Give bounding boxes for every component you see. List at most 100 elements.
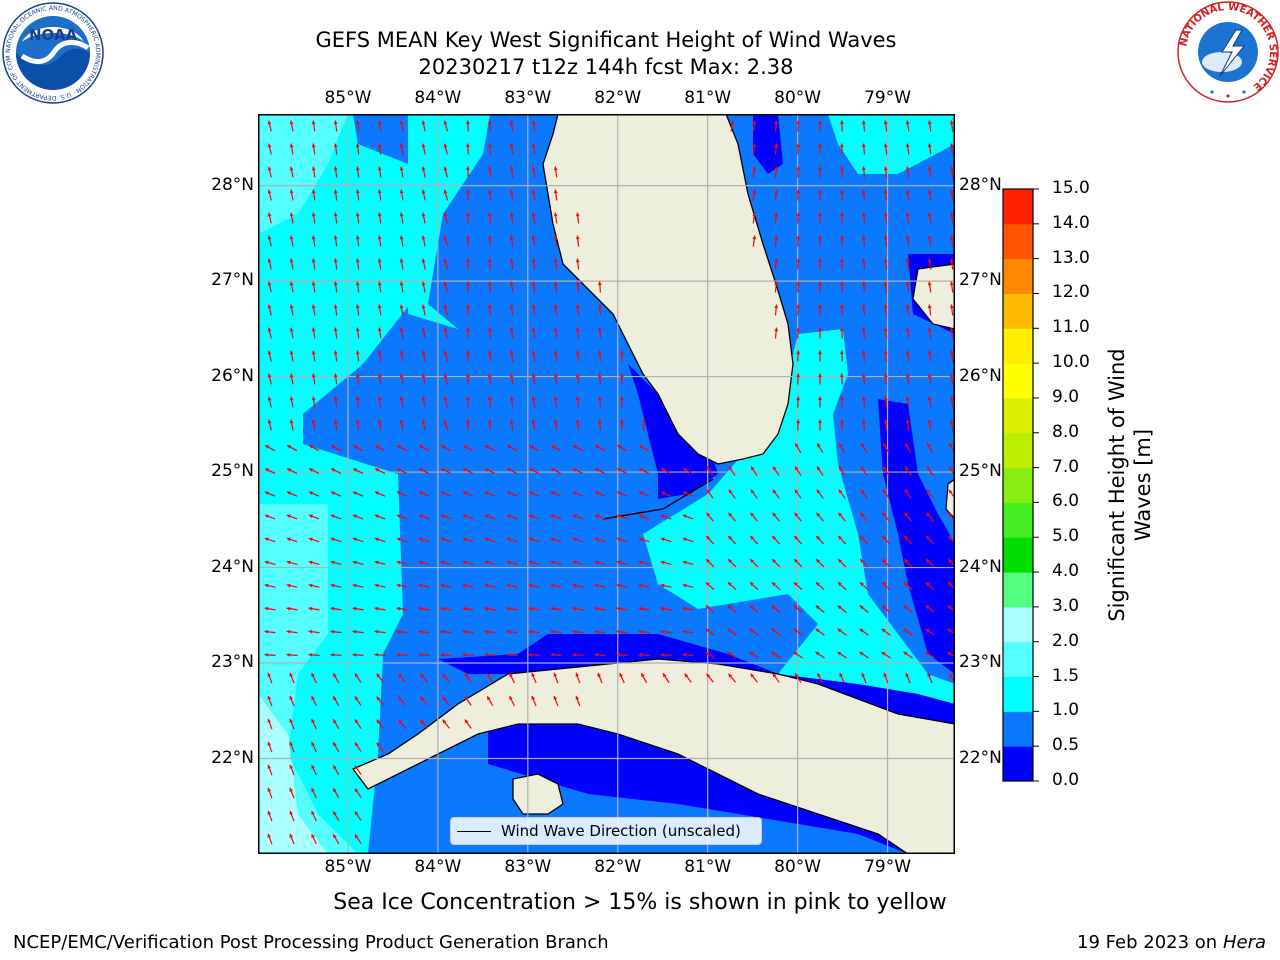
wave-direction-arrow xyxy=(421,143,426,155)
colorbar-segment xyxy=(1003,641,1033,678)
wave-direction-arrow xyxy=(399,373,404,385)
wave-direction-arrow xyxy=(528,537,540,543)
wave-direction-arrow xyxy=(949,396,954,408)
wave-direction-arrow xyxy=(332,695,340,707)
wave-direction-arrow xyxy=(396,652,408,657)
wave-direction-arrow xyxy=(289,235,294,247)
wave-direction-arrow xyxy=(905,304,910,316)
wave-direction-arrow xyxy=(531,120,536,132)
wave-direction-arrow xyxy=(793,535,803,545)
colorbar-segment xyxy=(1003,572,1033,608)
wave-direction-arrow xyxy=(905,189,910,201)
wave-direction-arrow xyxy=(355,189,360,201)
wave-direction-arrow xyxy=(550,444,562,452)
wave-direction-arrow xyxy=(333,281,338,293)
wave-direction-arrow xyxy=(860,466,868,476)
wave-direction-arrow xyxy=(311,695,317,707)
colorbar-tick-label: 1.5 xyxy=(1052,665,1080,686)
wave-direction-arrow xyxy=(267,304,272,316)
wave-direction-arrow xyxy=(859,605,869,613)
wave-direction-arrow xyxy=(352,467,364,475)
wave-direction-arrow xyxy=(443,120,448,132)
wave-direction-arrow xyxy=(925,581,935,591)
wave-direction-arrow xyxy=(509,672,515,684)
lon-tick-label: 82°W xyxy=(594,88,642,108)
wave-direction-arrow xyxy=(774,143,779,155)
wave-direction-arrow xyxy=(728,489,736,499)
wave-direction-arrow xyxy=(311,143,316,155)
wave-direction-arrow xyxy=(594,652,606,657)
wave-direction-arrow xyxy=(377,327,382,339)
wave-direction-arrow xyxy=(949,166,954,178)
wave-direction-arrow xyxy=(399,258,404,270)
wave-direction-arrow xyxy=(839,143,844,155)
wave-direction-arrow xyxy=(264,583,276,588)
wave-direction-arrow xyxy=(882,489,890,499)
wave-direction-arrow xyxy=(572,606,584,611)
wave-direction-arrow xyxy=(377,258,382,270)
wave-direction-arrow xyxy=(311,120,316,132)
wave-direction-arrow xyxy=(289,741,295,753)
wave-direction-arrow xyxy=(506,606,518,611)
wave-direction-arrow xyxy=(509,120,514,132)
wave-direction-arrow xyxy=(355,419,360,431)
wave-direction-arrow xyxy=(264,652,276,657)
wave-direction-arrow xyxy=(771,651,781,659)
wave-direction-arrow xyxy=(443,189,448,201)
wave-direction-arrow xyxy=(399,327,404,339)
wave-direction-arrow xyxy=(286,537,298,543)
wave-direction-arrow xyxy=(311,189,316,201)
wave-direction-arrow xyxy=(816,442,824,454)
wave-direction-arrow xyxy=(839,281,844,293)
legend-line-sample xyxy=(457,831,491,832)
wave-direction-arrow xyxy=(487,281,492,293)
wave-direction-arrow xyxy=(289,120,294,132)
lat-tick-label: 25°N xyxy=(211,461,254,482)
wave-direction-arrow xyxy=(484,629,496,634)
wave-direction-arrow xyxy=(839,304,844,316)
wave-direction-arrow xyxy=(861,419,866,431)
wave-direction-arrow xyxy=(706,512,714,522)
wave-direction-arrow xyxy=(352,537,364,543)
wave-direction-arrow xyxy=(332,764,340,776)
wave-direction-arrow xyxy=(949,373,954,385)
wave-direction-arrow xyxy=(926,466,934,476)
wave-direction-arrow xyxy=(528,467,540,475)
wave-direction-arrow xyxy=(774,304,779,316)
wave-direction-arrow xyxy=(881,558,891,568)
wave-direction-arrow xyxy=(861,189,866,201)
wave-direction-arrow xyxy=(660,491,672,497)
wave-direction-arrow xyxy=(333,143,338,155)
wave-direction-arrow xyxy=(506,467,518,475)
wave-direction-arrow xyxy=(352,514,364,520)
wave-direction-arrow xyxy=(642,419,646,431)
wave-direction-arrow xyxy=(796,235,801,247)
wave-direction-arrow xyxy=(462,583,474,588)
wave-direction-arrow xyxy=(903,581,913,591)
colorbar-tick-label: 14.0 xyxy=(1052,212,1090,233)
wave-direction-arrow xyxy=(927,166,932,178)
wave-direction-arrow xyxy=(330,444,342,452)
wave-direction-arrow xyxy=(418,560,430,566)
wave-direction-arrow xyxy=(619,672,625,684)
wave-direction-arrow xyxy=(398,673,406,683)
wave-direction-arrow xyxy=(355,373,360,385)
colorbar xyxy=(1002,188,1039,782)
wave-direction-arrow xyxy=(352,444,364,452)
wave-direction-arrow xyxy=(443,212,448,224)
colorbar-segment xyxy=(1003,189,1033,225)
wave-direction-arrow xyxy=(883,419,888,431)
wave-direction-arrow xyxy=(289,810,295,822)
wave-direction-arrow xyxy=(727,651,737,659)
wave-direction-arrow xyxy=(616,560,628,566)
colorbar-segment xyxy=(1003,711,1033,747)
wave-direction-arrow xyxy=(354,765,362,775)
wave-direction-arrow xyxy=(837,535,847,545)
wave-direction-arrow xyxy=(818,304,822,316)
wave-direction-arrow xyxy=(620,350,624,362)
wave-direction-arrow xyxy=(531,419,536,431)
wave-direction-arrow xyxy=(374,491,386,497)
wave-direction-arrow xyxy=(267,787,273,799)
wave-direction-arrow xyxy=(531,327,536,339)
lat-tick-label: 25°N xyxy=(959,461,1002,482)
